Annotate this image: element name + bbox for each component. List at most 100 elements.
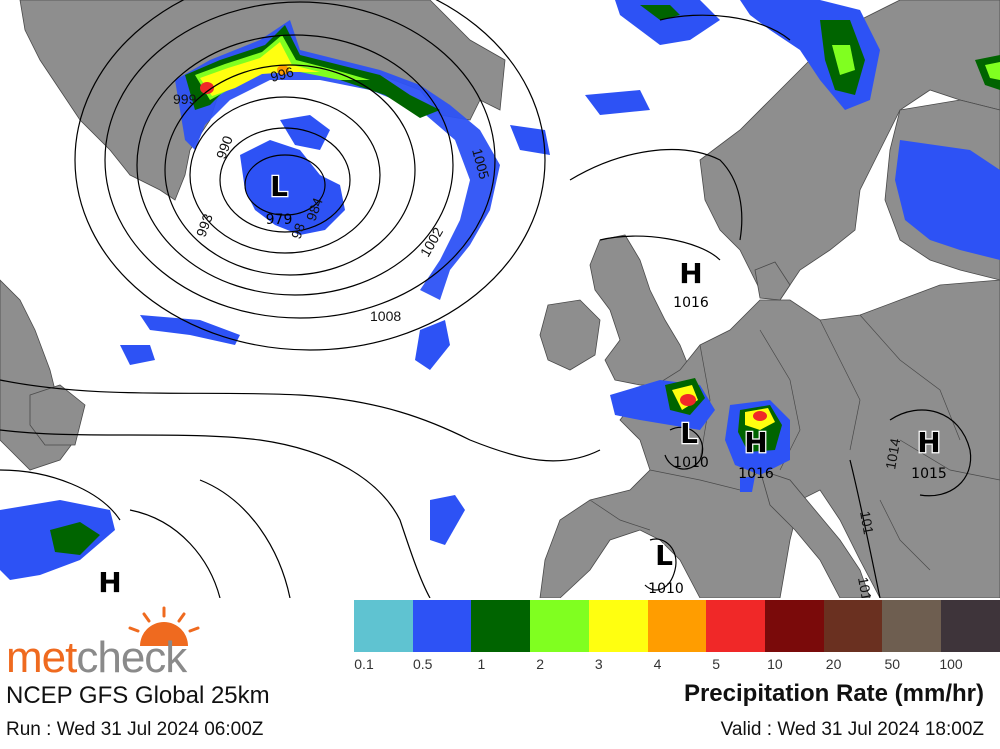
isobar-label: 990 xyxy=(213,133,236,161)
logo-met-text: met xyxy=(6,633,77,682)
legend-tick-label: 2 xyxy=(536,656,544,672)
isobar-label: 996 xyxy=(269,63,296,85)
svg-text:H: H xyxy=(917,426,940,459)
precip-alps-2 xyxy=(740,476,755,492)
precipitation-layer xyxy=(0,0,1000,580)
pressure-centre-low: L 1010 xyxy=(648,538,684,597)
legend-swatch xyxy=(764,600,824,652)
precip-atlantic-6 xyxy=(120,345,155,365)
svg-text:L: L xyxy=(270,170,288,203)
legend-tick-label: 5 xyxy=(712,656,721,672)
denmark-land xyxy=(754,261,791,301)
isobar-open-7 xyxy=(199,479,291,598)
legend-swatch xyxy=(823,600,883,652)
pressure-centre-high: H 1016 xyxy=(673,256,709,311)
isobar-label: 1002 xyxy=(417,224,447,259)
svg-text:1010: 1010 xyxy=(673,455,709,471)
isobar-label: 984 xyxy=(303,195,326,223)
isobar-open-11 xyxy=(664,426,704,470)
svg-text:1016: 1016 xyxy=(673,295,709,311)
isobar-ring-1 xyxy=(244,154,326,216)
precip-red-greenland xyxy=(200,82,214,94)
isobar-labels: 999 996 990 993 984 98 1002 1005 1008 10… xyxy=(173,63,903,598)
map-canvas: 999 996 990 993 984 98 1002 1005 1008 10… xyxy=(0,0,1000,598)
legend-swatch xyxy=(471,600,531,652)
svg-text:L: L xyxy=(655,539,673,572)
legend-tick-label: 10 xyxy=(767,656,783,672)
isobar-ring-3 xyxy=(189,96,381,254)
legend-tick-label: 20 xyxy=(825,656,842,672)
model-label: NCEP GFS Global 25km xyxy=(6,682,270,709)
precip-atlantic-5 xyxy=(50,522,100,555)
svg-text:H: H xyxy=(679,257,702,290)
precip-atlantic-2 xyxy=(415,320,450,370)
isobar-label: 1005 xyxy=(469,147,493,181)
isobar-open-9 xyxy=(889,409,972,497)
precip-scand-lgreen xyxy=(832,45,855,75)
precip-france-red xyxy=(680,394,696,406)
isobar-ring-7 xyxy=(74,0,546,351)
italy-land xyxy=(759,469,871,598)
precip-atlantic-3 xyxy=(430,495,465,545)
legend-swatch xyxy=(647,600,707,652)
legend-tick-label: 4 xyxy=(653,656,662,672)
isobar-ring-4 xyxy=(164,64,416,276)
legend-swatch xyxy=(882,600,942,652)
isobar-open-12 xyxy=(644,538,677,591)
legend-swatch xyxy=(412,600,472,652)
legend-tick-label: 0.5 xyxy=(412,656,433,672)
precip-top-band-green xyxy=(640,5,680,20)
isobar-open-6 xyxy=(129,509,221,598)
legend-tick-label: 0.1 xyxy=(354,656,374,672)
legend-tick-label: 100 xyxy=(939,656,963,672)
valid-time-label: Valid : Wed 31 Jul 2024 18:00Z xyxy=(720,719,984,740)
run-time-label: Run : Wed 31 Jul 2024 06:00Z xyxy=(6,719,264,740)
precip-finland-lgreen xyxy=(985,62,1000,80)
pressure-centre-high: H xyxy=(97,565,123,598)
isobar-ring-6 xyxy=(104,1,496,319)
precip-top-band xyxy=(615,0,720,45)
legend-title: Precipitation Rate (mm/hr) xyxy=(683,680,984,707)
precip-atlantic-8 xyxy=(510,125,550,155)
isobars xyxy=(0,0,972,598)
precip-cyclone-arm xyxy=(280,115,330,150)
svg-text:1015: 1015 xyxy=(911,466,947,482)
precipitation-legend: 0.1 0.5 1 2 3 4 5 10 20 50 100 xyxy=(354,598,1000,678)
isobar-label: 1008 xyxy=(370,308,401,324)
isobar-ring-5 xyxy=(136,34,454,296)
svg-text:H: H xyxy=(744,426,767,459)
weather-map: 999 996 990 993 984 98 1002 1005 1008 10… xyxy=(0,0,1000,598)
isobar-open-4 xyxy=(599,235,721,261)
newfoundland-land xyxy=(29,384,86,446)
legend-tick-label: 3 xyxy=(594,656,603,672)
isobar-label: 999 xyxy=(173,91,197,107)
pressure-centre-low: L 979 xyxy=(266,169,293,228)
svg-text:1010: 1010 xyxy=(648,581,684,597)
ireland-land xyxy=(539,299,601,371)
pressure-centres: L 979 H 1016 L 1010 H 1016 H 1015 L 1010 xyxy=(97,169,947,598)
legend-swatch xyxy=(354,600,413,652)
pressure-centre-high: H 1016 xyxy=(738,425,774,482)
isobar-ring-2 xyxy=(219,127,351,233)
svg-text:979: 979 xyxy=(266,212,293,228)
legend-swatch xyxy=(941,600,1000,652)
precip-atlantic-1 xyxy=(140,315,240,345)
map-footer: metcheck NCEP GFS Global 25km Run : Wed … xyxy=(0,598,1000,749)
svg-text:H: H xyxy=(98,566,121,598)
isobar-open-3 xyxy=(569,149,743,241)
isobar-open-8 xyxy=(0,469,121,521)
metcheck-logo: metcheck xyxy=(4,602,234,682)
isobar-open-1 xyxy=(0,379,601,462)
sun-icon xyxy=(128,606,200,646)
precip-blue-band-greenland xyxy=(175,20,500,300)
isobar-label: 98 xyxy=(288,221,308,241)
pressure-centre-low: L 1010 xyxy=(673,416,709,471)
precip-orange-greenland xyxy=(277,65,289,75)
svg-text:1016: 1016 xyxy=(738,466,774,482)
isobar-open-2 xyxy=(0,429,431,598)
isobar-label: 101 xyxy=(855,576,875,598)
legend-tick-label: 50 xyxy=(884,656,901,672)
legend-swatch xyxy=(588,600,648,652)
precip-alps-red xyxy=(753,411,767,421)
pressure-centre-high: H 1015 xyxy=(911,425,947,482)
